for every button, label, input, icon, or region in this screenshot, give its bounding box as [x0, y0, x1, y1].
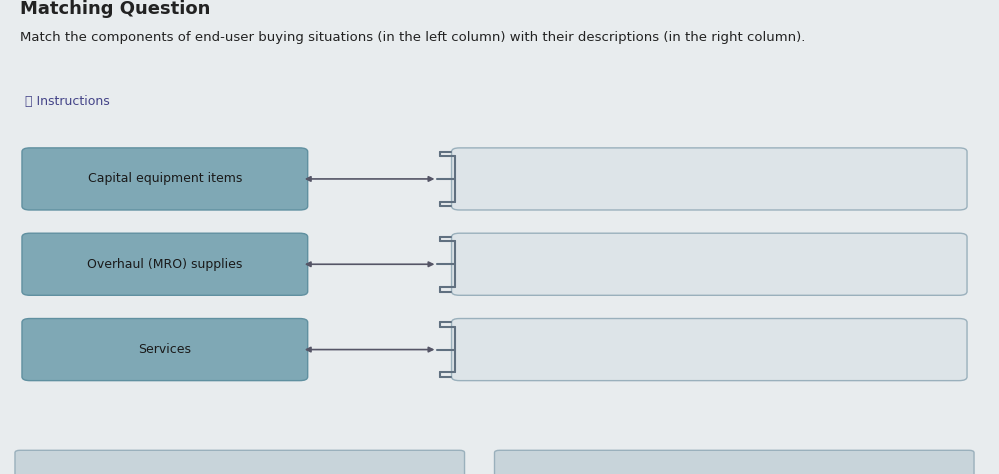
FancyBboxPatch shape: [495, 450, 974, 474]
Text: Capital equipment items: Capital equipment items: [88, 173, 242, 185]
Text: Matching Question: Matching Question: [20, 0, 211, 18]
Text: Services: Services: [138, 343, 192, 356]
FancyBboxPatch shape: [452, 319, 967, 381]
FancyBboxPatch shape: [22, 233, 308, 295]
FancyBboxPatch shape: [452, 233, 967, 295]
FancyBboxPatch shape: [15, 450, 465, 474]
FancyBboxPatch shape: [452, 148, 967, 210]
Text: Overhaul (MRO) supplies: Overhaul (MRO) supplies: [87, 258, 243, 271]
FancyBboxPatch shape: [22, 148, 308, 210]
Text: Match the components of end-user buying situations (in the left column) with the: Match the components of end-user buying …: [20, 31, 805, 44]
FancyBboxPatch shape: [22, 319, 308, 381]
Text: ⓘ Instructions: ⓘ Instructions: [25, 95, 110, 108]
